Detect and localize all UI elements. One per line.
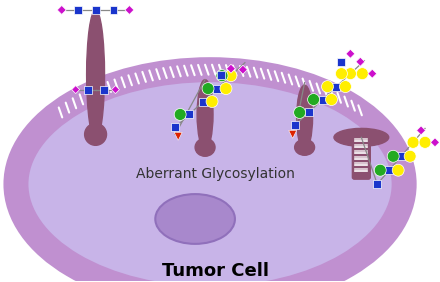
Polygon shape (346, 49, 355, 58)
Circle shape (419, 136, 431, 148)
Polygon shape (304, 109, 312, 116)
Ellipse shape (155, 194, 235, 244)
Circle shape (407, 136, 419, 148)
Polygon shape (57, 5, 66, 14)
Circle shape (216, 70, 228, 81)
Polygon shape (397, 152, 405, 160)
Circle shape (293, 107, 306, 118)
FancyBboxPatch shape (352, 135, 370, 179)
Ellipse shape (297, 85, 312, 150)
Circle shape (322, 81, 334, 92)
Polygon shape (333, 83, 341, 91)
Polygon shape (185, 111, 193, 118)
Polygon shape (111, 86, 120, 94)
Polygon shape (319, 96, 326, 103)
Ellipse shape (16, 70, 404, 282)
Circle shape (202, 83, 214, 94)
Ellipse shape (87, 10, 105, 139)
Polygon shape (171, 124, 179, 131)
Polygon shape (430, 138, 440, 147)
Polygon shape (385, 166, 393, 174)
Polygon shape (289, 130, 297, 138)
Polygon shape (213, 85, 221, 92)
Polygon shape (125, 5, 134, 14)
Polygon shape (84, 86, 92, 94)
Polygon shape (174, 132, 182, 140)
Text: Tumor Cell: Tumor Cell (161, 262, 268, 280)
Circle shape (225, 70, 237, 81)
Circle shape (339, 81, 352, 92)
Polygon shape (199, 98, 207, 105)
Circle shape (206, 96, 218, 107)
Circle shape (326, 94, 337, 105)
Ellipse shape (197, 80, 213, 149)
Ellipse shape (295, 139, 315, 155)
Polygon shape (72, 86, 80, 94)
Circle shape (345, 68, 356, 80)
Polygon shape (227, 64, 235, 73)
Circle shape (220, 83, 232, 94)
Circle shape (356, 68, 368, 80)
Polygon shape (73, 6, 82, 14)
Circle shape (404, 150, 416, 162)
Polygon shape (368, 69, 377, 78)
Ellipse shape (195, 138, 215, 156)
Ellipse shape (334, 128, 389, 146)
Polygon shape (238, 65, 247, 74)
Circle shape (308, 94, 319, 105)
Text: Aberrant Glycosylation: Aberrant Glycosylation (136, 167, 294, 181)
Polygon shape (337, 58, 345, 66)
Polygon shape (99, 86, 107, 94)
Circle shape (387, 150, 399, 162)
Polygon shape (373, 180, 381, 188)
Polygon shape (417, 126, 425, 135)
Polygon shape (110, 6, 117, 14)
Polygon shape (356, 57, 365, 66)
Ellipse shape (84, 124, 106, 145)
Polygon shape (291, 122, 299, 129)
Circle shape (174, 109, 186, 120)
Circle shape (374, 164, 386, 176)
Polygon shape (92, 6, 99, 14)
Circle shape (335, 68, 348, 80)
Polygon shape (217, 71, 225, 79)
Circle shape (392, 164, 404, 176)
